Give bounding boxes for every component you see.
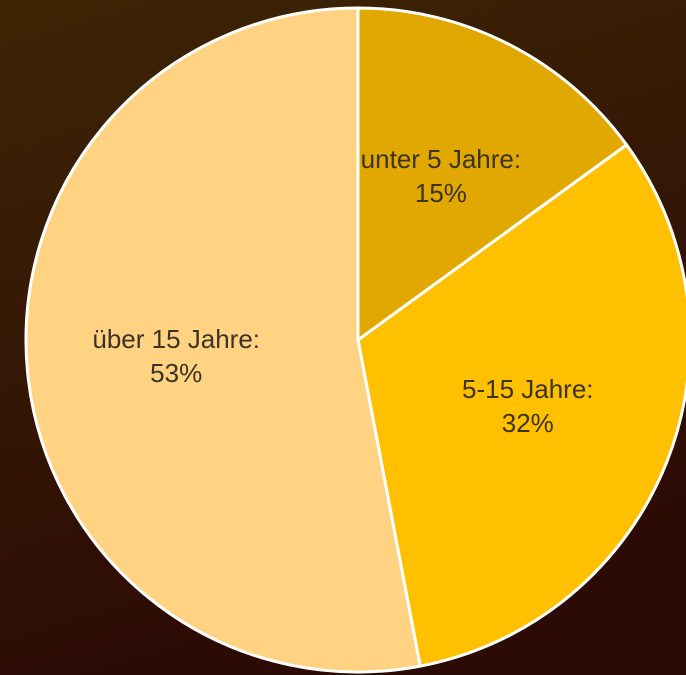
pie-slice: [356, 6, 629, 342]
pie-slice: [356, 143, 686, 668]
slice-value-label: 53%: [150, 358, 202, 388]
slice-label: über 15 Jahre:: [92, 324, 260, 354]
pie: [24, 6, 686, 674]
slice-label: unter 5 Jahre:: [361, 144, 521, 174]
slice-value-label: 15%: [415, 178, 467, 208]
slice-value-label: 32%: [502, 408, 554, 438]
slice-label: 5-15 Jahre:: [462, 374, 594, 404]
labels: unter 5 Jahre: 15% 5-15 Jahre: 32% über 15 J…: [92, 144, 593, 438]
pie-slice: [24, 6, 422, 674]
